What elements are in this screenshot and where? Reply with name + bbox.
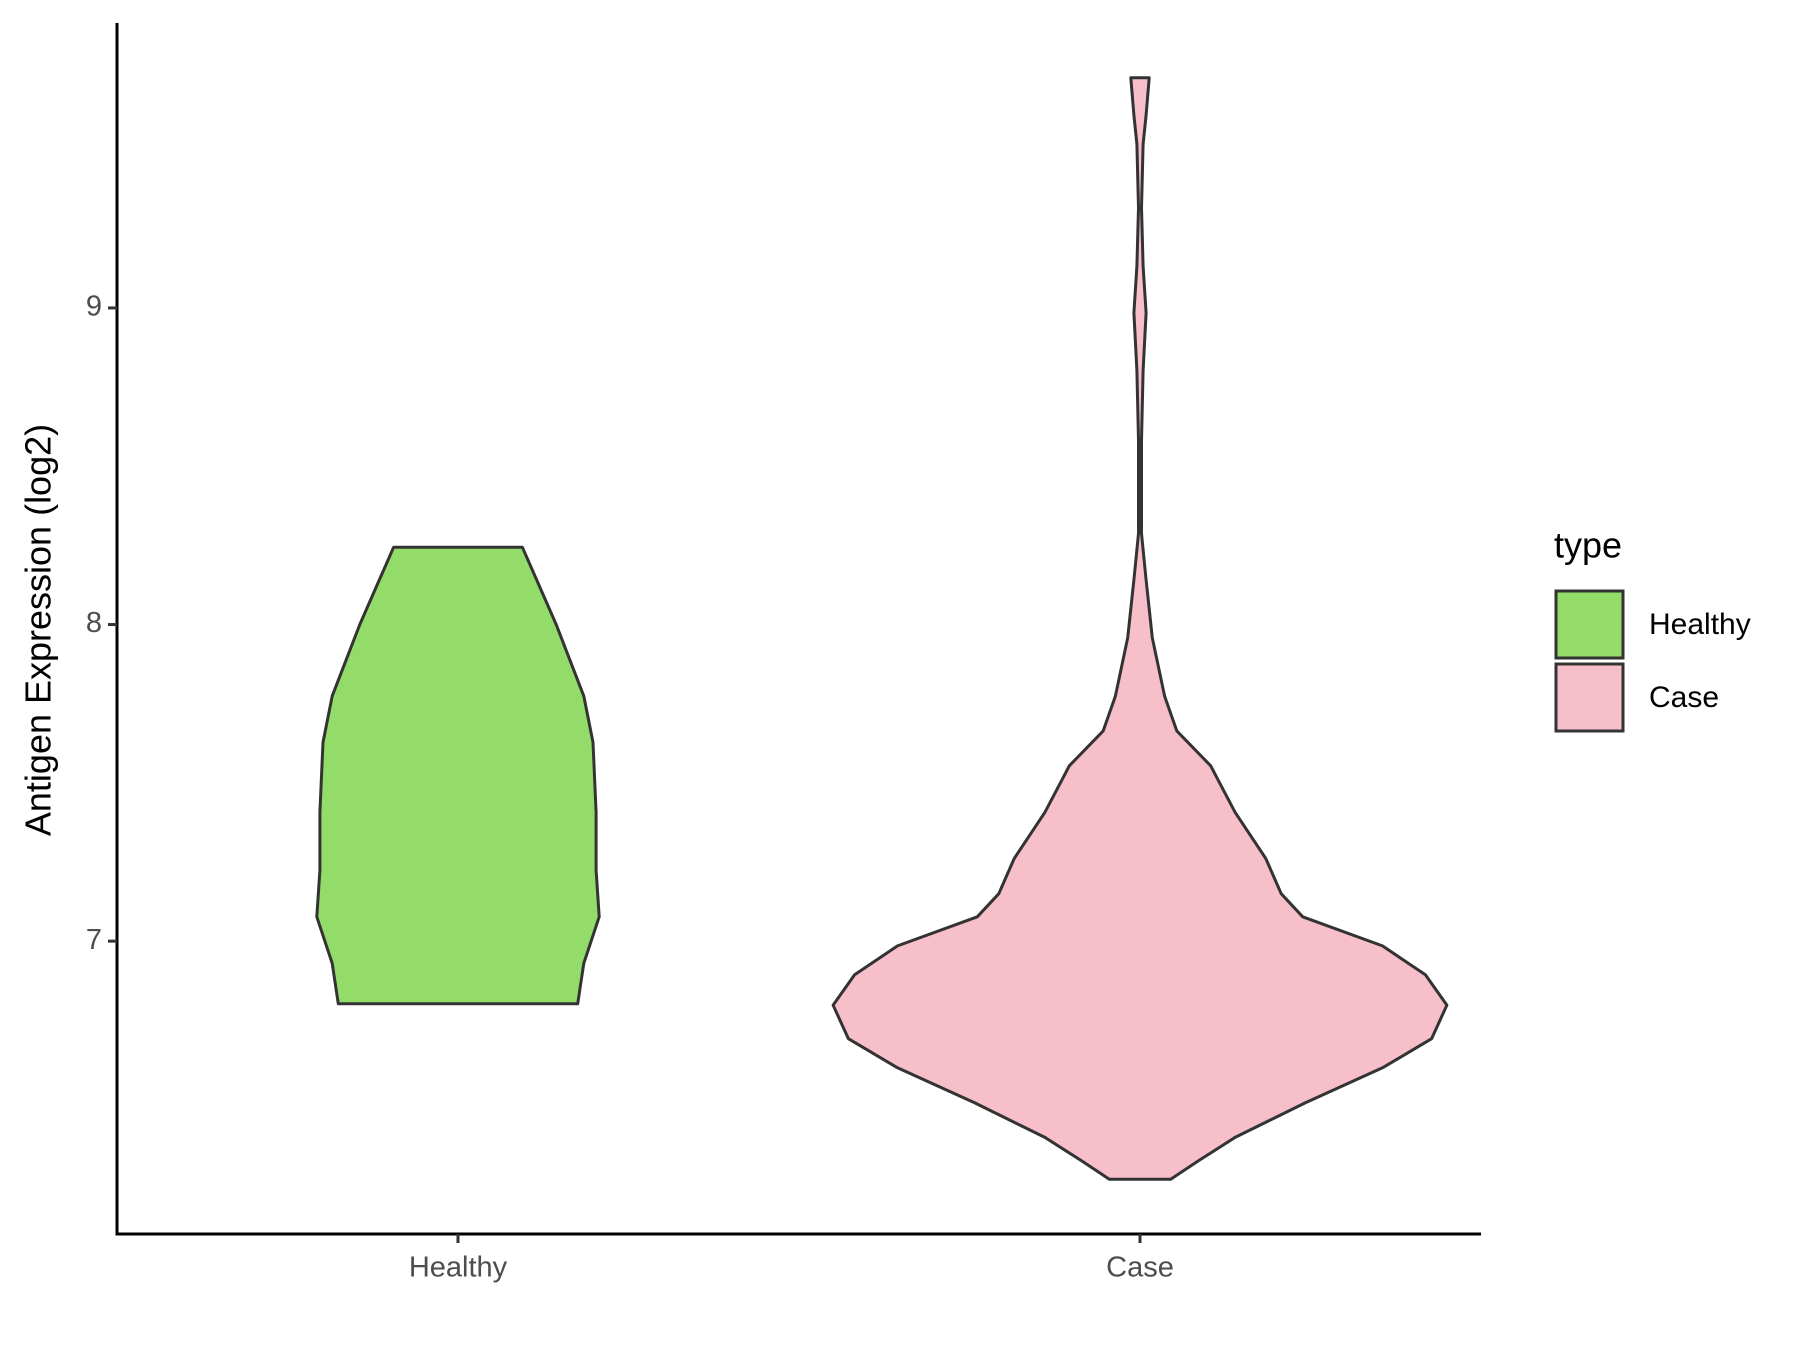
legend-title: type [1554,525,1622,566]
y-tick-label: 8 [86,607,102,639]
legend-key [1554,589,1625,660]
violin [315,545,601,1006]
y-tick-label: 7 [86,924,102,956]
x-tick-label: Case [1106,1252,1174,1284]
legend-label: Case [1649,681,1719,714]
legend-label: Healthy [1649,608,1751,641]
legend-key [1554,662,1625,733]
y-tick-label: 9 [86,291,102,323]
x-tick-label: Healthy [409,1252,508,1284]
y-axis-title: Antigen Expression (log2) [18,424,59,836]
violin [831,76,1449,1181]
